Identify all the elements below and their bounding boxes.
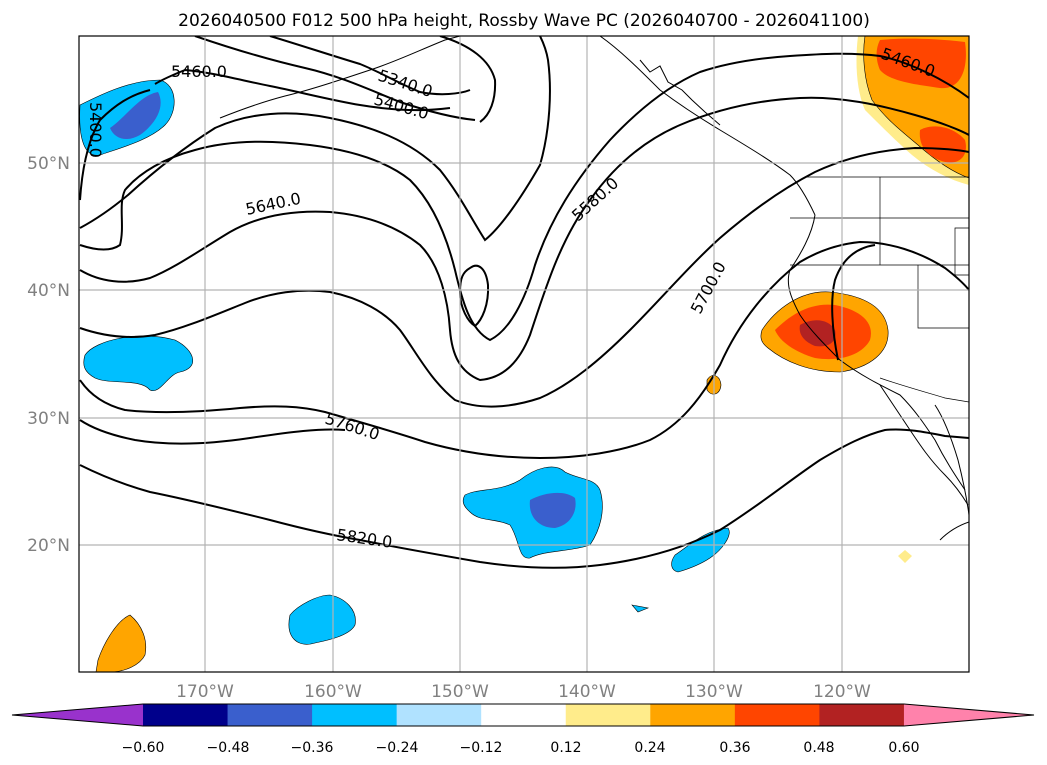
colorbar-cells xyxy=(11,703,1035,727)
contour-5460-nw xyxy=(154,68,451,112)
colorbar-cell xyxy=(819,704,905,726)
lon-label: 140°W xyxy=(558,682,616,702)
colorbar-cell xyxy=(734,704,820,726)
state-border-4 xyxy=(917,265,969,329)
colorbar: −0.60 −0.48 −0.36 −0.24 −0.12 0.12 0.24 … xyxy=(11,703,1035,756)
lat-label: 30°N xyxy=(27,409,70,429)
colorbar-cell xyxy=(227,704,313,726)
contour-5340 xyxy=(269,36,471,96)
lat-label: 20°N xyxy=(27,536,70,556)
gridlines xyxy=(79,36,969,672)
lon-label: 150°W xyxy=(431,682,489,702)
colorbar-tick-label: −0.60 xyxy=(122,740,165,756)
colorbar-tick-label: 0.48 xyxy=(803,740,834,756)
map-title: 2026040500 F012 500 hPa height, Rossby W… xyxy=(178,11,870,31)
anomaly-blob-southwest xyxy=(288,594,356,645)
colorbar-cell xyxy=(481,704,567,726)
map-frame xyxy=(78,35,970,673)
state-border-5 xyxy=(954,227,969,276)
colorbar-cell xyxy=(312,704,398,726)
positive-anomaly-regions xyxy=(95,36,969,672)
height-contours xyxy=(79,36,969,569)
contour-upper-trough xyxy=(79,36,551,242)
mexico-lower xyxy=(939,521,969,541)
colorbar-tick-label: −0.48 xyxy=(207,740,250,756)
colorbar-tick-labels: −0.60 −0.48 −0.36 −0.24 −0.12 0.12 0.24 … xyxy=(122,740,920,756)
contour-5580 xyxy=(79,52,969,342)
lon-label: 160°W xyxy=(304,682,362,702)
colorbar-outline xyxy=(11,703,1035,727)
contour-5400 xyxy=(194,36,476,121)
contour-5700-closed xyxy=(458,264,490,328)
lat-label: 50°N xyxy=(27,154,70,174)
contour-5820 xyxy=(79,428,969,569)
anomaly-blob-center-core xyxy=(529,492,576,528)
colorbar-tick-label: −0.24 xyxy=(376,740,419,756)
anomaly-speck-east xyxy=(898,550,912,563)
contour-5820-east-arc xyxy=(831,244,876,361)
mainland-mexico xyxy=(934,404,969,516)
latitude-labels: 50°N 40°N 30°N 20°N xyxy=(27,154,70,556)
contour-label: 5460.0 xyxy=(171,62,227,81)
colorbar-cell xyxy=(12,704,143,726)
alaska-coast xyxy=(219,36,461,119)
anomaly-blob-ne-red2 xyxy=(919,126,966,163)
contour-5460 xyxy=(79,89,151,201)
anomaly-speck xyxy=(631,604,650,613)
baja-peninsula xyxy=(879,384,969,506)
colorbar-cell xyxy=(650,704,736,726)
contour-5640 xyxy=(79,96,969,382)
lon-label: 170°W xyxy=(176,682,234,702)
colorbar-tick-label: 0.60 xyxy=(888,740,919,756)
colorbar-tick-label: −0.36 xyxy=(291,740,334,756)
contour-5400-ridge xyxy=(439,36,497,123)
map-panel: 5460.0 5400.0 5340.0 5400.0 5460.0 5640.… xyxy=(78,35,970,673)
colorbar-cell xyxy=(903,704,1034,726)
lon-label: 120°W xyxy=(813,682,871,702)
contour-label: 5400.0 xyxy=(86,102,105,158)
anomaly-blob-southwest-warm xyxy=(95,614,147,672)
colorbar-cell xyxy=(143,704,229,726)
longitude-labels: 170°W 160°W 150°W 140°W 130°W 120°W xyxy=(176,682,871,702)
colorbar-tick-label: 0.12 xyxy=(550,740,581,756)
colorbar-cell xyxy=(396,704,482,726)
contour-5760-west xyxy=(79,419,346,445)
anomaly-blob-southeast xyxy=(671,527,730,573)
us-mexico-border xyxy=(879,377,969,403)
lon-label: 130°W xyxy=(685,682,743,702)
colorbar-tick-label: −0.12 xyxy=(460,740,503,756)
lat-label: 40°N xyxy=(27,281,70,301)
colorbar-tick-label: 0.24 xyxy=(634,740,665,756)
anomaly-blob-nw-core xyxy=(110,92,161,140)
contour-5700 xyxy=(79,146,969,408)
contour-5760 xyxy=(79,240,969,460)
colorbar-tick-label: 0.36 xyxy=(719,740,750,756)
anomaly-blob-ne-red xyxy=(876,38,966,89)
colorbar-cell xyxy=(565,704,651,726)
